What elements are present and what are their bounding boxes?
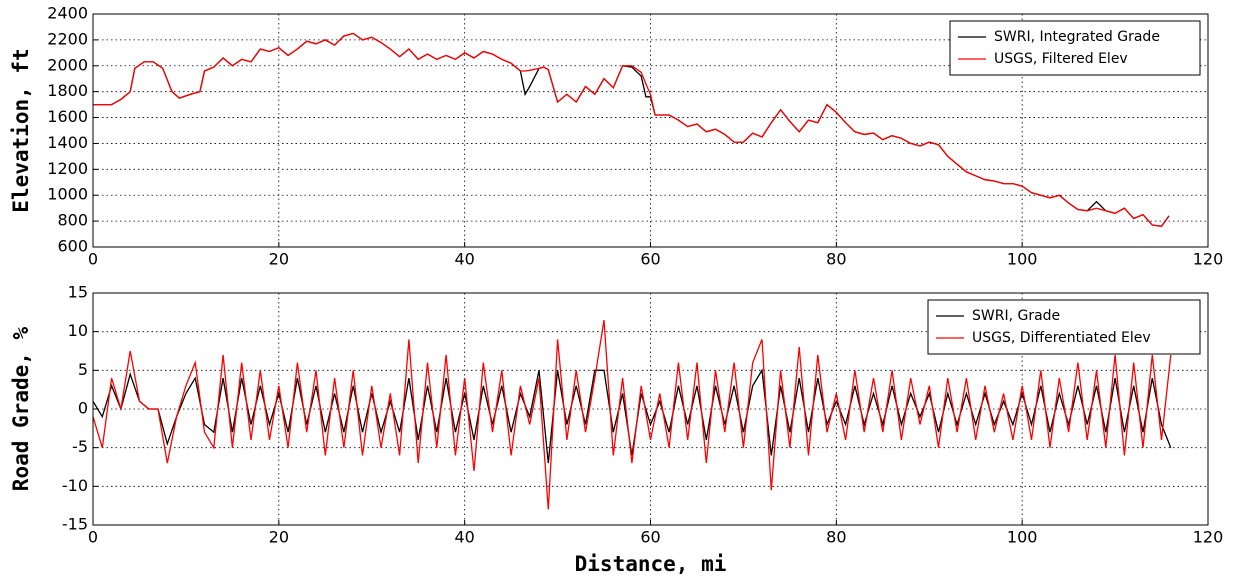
y-tick-label: 2000 [47, 55, 88, 74]
x-tick-label: 20 [269, 250, 289, 269]
y-tick-label: -10 [62, 476, 88, 495]
x-axis-label: Distance, mi [575, 552, 727, 576]
y-tick-label: 2400 [47, 4, 88, 23]
y-tick-label: 1400 [47, 133, 88, 152]
x-tick-label: 0 [88, 528, 98, 547]
x-tick-label: 40 [454, 250, 474, 269]
y-tick-label: 2200 [47, 29, 88, 48]
y-tick-label: 1800 [47, 81, 88, 100]
legend-label: SWRI, Integrated Grade [994, 29, 1160, 45]
legend-label: SWRI, Grade [972, 308, 1060, 324]
x-tick-label: 60 [640, 250, 660, 269]
axes-frame [92, 13, 1209, 248]
y-tick-label: 0 [78, 399, 88, 418]
x-tick-label: 0 [88, 250, 98, 269]
axes-frame [92, 292, 1209, 526]
x-tick-label: 100 [1007, 528, 1038, 547]
y-axis-label: Elevation, ft [9, 48, 33, 212]
legend-frame [927, 299, 1201, 355]
y-tick-label: 15 [68, 283, 88, 302]
y-tick-label: 1200 [47, 159, 88, 178]
legend-label: USGS, Differentiated Elev [972, 330, 1151, 346]
y-tick-label: 1000 [47, 185, 88, 204]
y-tick-label: 10 [68, 321, 88, 340]
legend-frame [949, 20, 1201, 76]
y-tick-label: 800 [57, 211, 88, 230]
y-tick-label: 5 [78, 360, 88, 379]
y-tick-label: 1600 [47, 107, 88, 126]
x-tick-label: 80 [826, 528, 846, 547]
series-line [92, 319, 1172, 510]
y-axis-label: Road Grade, % [9, 326, 33, 491]
x-tick-label: 100 [1007, 250, 1038, 269]
y-tick-label: -5 [72, 437, 88, 456]
x-tick-label: 60 [640, 528, 660, 547]
x-tick-label: 120 [1193, 528, 1224, 547]
legend-label: USGS, Filtered Elev [994, 51, 1128, 67]
x-tick-label: 40 [454, 528, 474, 547]
x-tick-label: 120 [1193, 250, 1224, 269]
series-line [93, 32, 1170, 227]
x-tick-label: 20 [269, 528, 289, 547]
y-tick-label: -15 [62, 515, 88, 534]
y-tick-label: 600 [57, 237, 88, 256]
x-tick-label: 80 [826, 250, 846, 269]
